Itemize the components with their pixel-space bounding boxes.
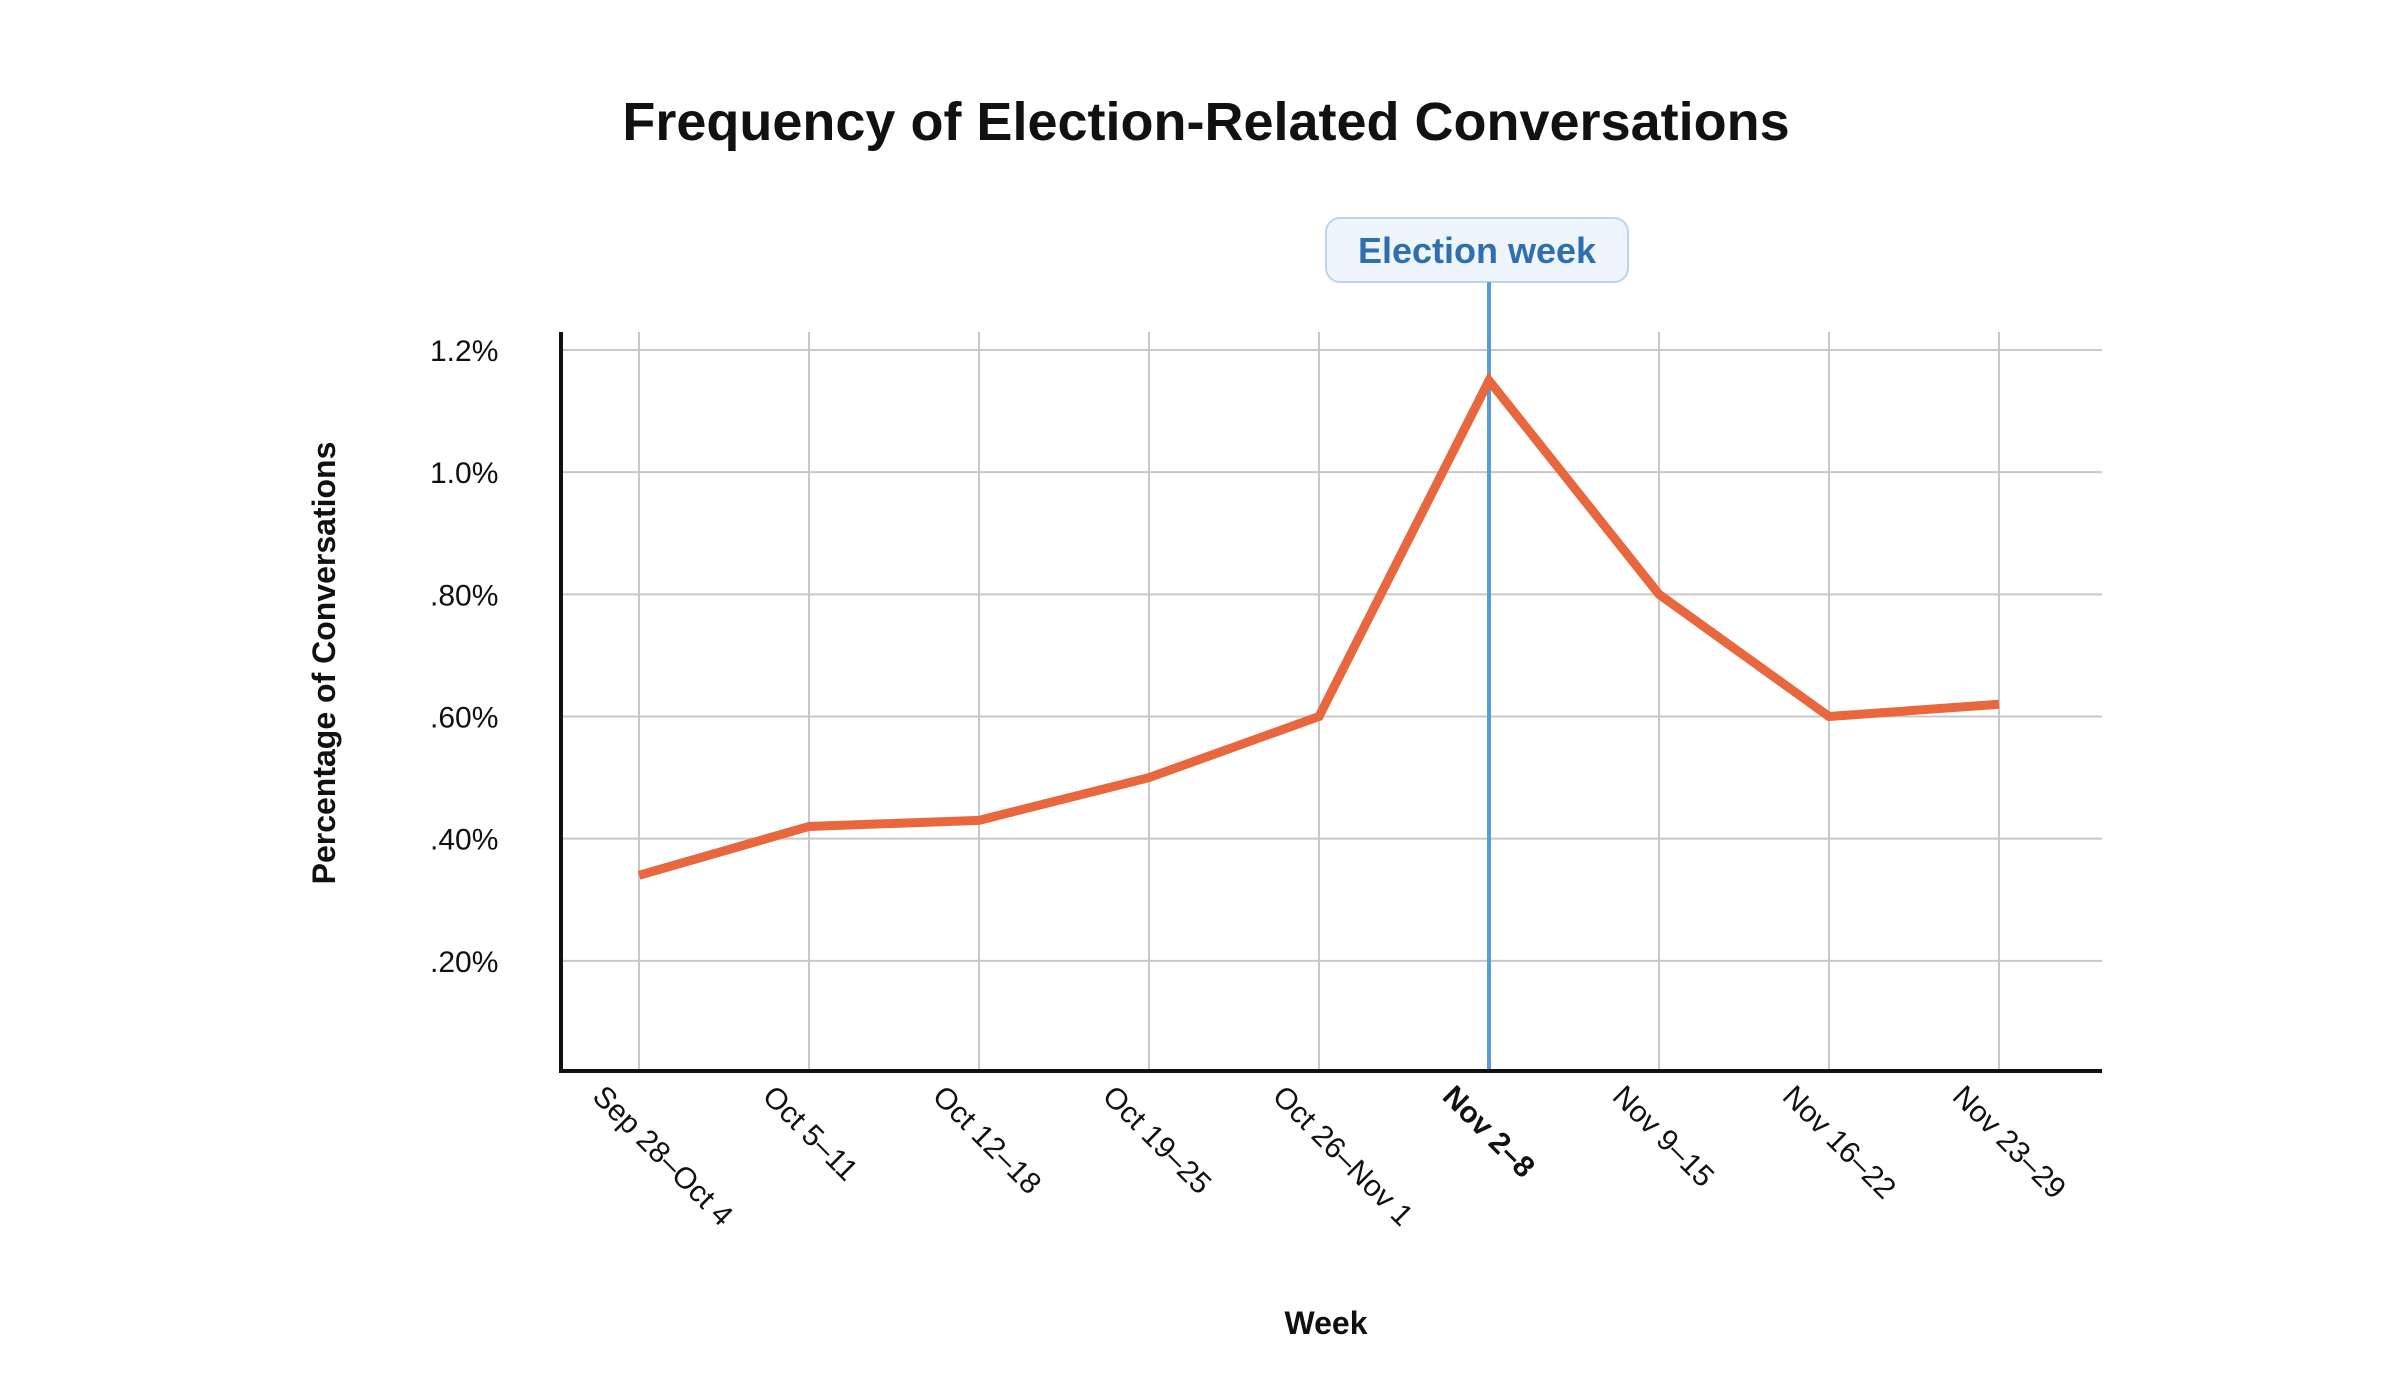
x-axis-label: Week	[1284, 1305, 1367, 1341]
y-tick-label: .20%	[430, 946, 498, 979]
x-tick-label: Nov 16–22	[1776, 1080, 1902, 1206]
y-tick-label: .80%	[430, 579, 498, 612]
x-tick-label: Nov 23–29	[1946, 1080, 2072, 1206]
annotation-label: Election week	[1358, 230, 1597, 271]
x-tick-label: Nov 9–15	[1606, 1080, 1720, 1194]
axes	[559, 332, 2102, 1073]
y-tick-label: 1.0%	[430, 457, 498, 490]
x-tick-label: Sep 28–Oct 4	[586, 1080, 739, 1233]
y-axis-label: Percentage of Conversations	[306, 442, 342, 885]
x-tick-label: Oct 12–18	[926, 1080, 1047, 1201]
y-tick-label: .60%	[430, 702, 498, 735]
x-tick-label: Oct 5–11	[756, 1080, 864, 1188]
grid	[561, 332, 2102, 1071]
y-tick-labels: .20% .40% .60% .80% 1.0% 1.2%	[430, 335, 498, 979]
x-tick-label: Nov 2–8	[1436, 1080, 1541, 1185]
x-tick-label: Oct 26–Nov 1	[1266, 1080, 1419, 1233]
series	[637, 372, 2000, 880]
y-tick-label: .40%	[430, 824, 498, 857]
y-tick-label: 1.2%	[430, 335, 498, 368]
chart-title: Frequency of Election-Related Conversati…	[622, 92, 1789, 152]
x-tick-label: Oct 19–25	[1096, 1080, 1217, 1201]
annotation-box	[1325, 217, 1629, 283]
election-week-annotation: Election week	[1325, 217, 1629, 1071]
x-tick-labels: Sep 28–Oct 4 Oct 5–11 Oct 12–18 Oct 19–25 Oc…	[586, 1080, 2072, 1233]
